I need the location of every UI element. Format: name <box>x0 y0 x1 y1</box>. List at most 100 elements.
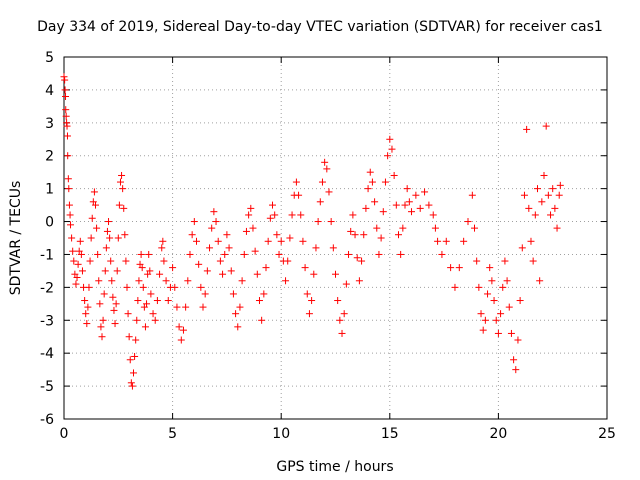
data-point <box>332 270 339 278</box>
data-point <box>66 211 74 219</box>
data-point <box>251 247 259 255</box>
data-point <box>488 277 496 285</box>
data-point <box>484 290 492 298</box>
data-point <box>555 191 563 199</box>
data-point <box>134 297 142 305</box>
x-tick-label: 10 <box>272 426 290 442</box>
data-point <box>490 297 498 305</box>
data-point <box>394 231 402 239</box>
data-point <box>429 211 437 219</box>
data-point <box>271 211 279 219</box>
data-point <box>214 237 222 245</box>
data-point <box>70 257 78 265</box>
data-point <box>316 198 324 206</box>
data-point <box>111 320 119 328</box>
data-point <box>227 267 235 275</box>
data-point <box>84 303 92 311</box>
data-point <box>184 277 192 285</box>
data-point <box>120 204 128 212</box>
data-point <box>329 244 337 252</box>
data-point <box>146 267 154 275</box>
data-point <box>310 270 318 278</box>
data-point <box>258 316 266 324</box>
data-point <box>544 191 552 199</box>
data-point <box>72 280 80 288</box>
data-point <box>364 185 372 193</box>
data-point <box>159 237 167 245</box>
data-point <box>405 198 413 206</box>
data-point <box>299 237 307 245</box>
y-tick-label: -5 <box>40 379 54 395</box>
data-point <box>503 277 511 285</box>
data-point <box>192 237 200 245</box>
data-point <box>64 152 72 160</box>
data-point <box>160 257 168 265</box>
data-point <box>269 201 277 209</box>
data-point <box>109 293 117 301</box>
data-point <box>128 382 136 390</box>
data-point <box>523 125 531 133</box>
y-tick-label: 1 <box>45 182 54 198</box>
data-point <box>468 191 476 199</box>
x-tick-label: 5 <box>168 426 177 442</box>
data-point <box>358 257 366 265</box>
data-point <box>98 333 106 341</box>
data-point <box>137 250 145 258</box>
data-point <box>88 214 96 222</box>
data-point <box>273 231 281 239</box>
data-point <box>514 336 522 344</box>
data-point <box>403 185 411 193</box>
data-point <box>260 290 268 298</box>
data-point <box>232 310 240 318</box>
data-point <box>108 277 116 285</box>
data-point <box>93 224 101 232</box>
data-point <box>127 379 135 387</box>
data-point <box>73 273 81 281</box>
data-point <box>190 218 198 226</box>
data-point <box>438 250 446 258</box>
data-point <box>149 310 157 318</box>
x-tick-label: 20 <box>489 426 507 442</box>
data-point <box>173 303 181 311</box>
data-point <box>518 244 526 252</box>
data-point <box>318 178 326 186</box>
data-point <box>373 224 381 232</box>
data-point <box>340 310 348 318</box>
data-point <box>549 185 557 193</box>
data-point <box>78 267 86 275</box>
data-point <box>133 316 141 324</box>
data-point <box>171 283 179 291</box>
data-point <box>525 204 533 212</box>
data-point <box>327 218 335 226</box>
data-point <box>412 191 420 199</box>
data-point <box>505 303 513 311</box>
data-point <box>455 264 463 272</box>
x-tick-label: 0 <box>60 426 69 442</box>
data-point <box>103 227 111 235</box>
x-tick-label: 15 <box>381 426 399 442</box>
data-point <box>82 310 90 318</box>
data-point <box>68 234 76 242</box>
data-point <box>288 211 296 219</box>
data-point <box>216 257 224 265</box>
data-point <box>63 122 71 130</box>
data-point <box>97 323 105 331</box>
data-point <box>416 204 424 212</box>
data-point <box>107 257 115 265</box>
y-tick-label: -4 <box>40 346 54 362</box>
data-point <box>512 366 520 374</box>
data-point <box>303 290 311 298</box>
data-point <box>479 326 487 334</box>
data-point <box>147 290 155 298</box>
data-point <box>219 270 227 278</box>
data-point <box>286 234 294 242</box>
data-point <box>201 290 209 298</box>
data-point <box>86 257 94 265</box>
data-point <box>138 264 146 272</box>
data-point <box>249 224 257 232</box>
data-point <box>115 201 123 209</box>
data-point <box>164 297 172 305</box>
data-point <box>69 247 77 255</box>
data-point <box>531 211 539 219</box>
data-point <box>102 244 110 252</box>
